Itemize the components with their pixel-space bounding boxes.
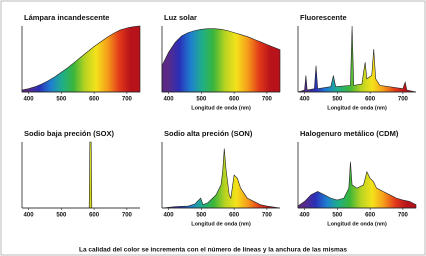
- x-tick-label: 400: [24, 213, 35, 219]
- x-tick-label: 500: [332, 97, 343, 103]
- x-tick-label: 500: [56, 97, 67, 103]
- panel-title: Sodio baja preción (SOX): [24, 129, 115, 138]
- x-tick-label: 700: [398, 213, 409, 219]
- panel-title: Halogenuro metálico (CDM): [300, 129, 399, 138]
- x-tick-label: 600: [365, 97, 376, 103]
- x-tick-label: 500: [332, 213, 343, 219]
- figure: La calidad del color se incrementa con e…: [0, 0, 426, 256]
- panel-title: Fluorescente: [300, 13, 347, 22]
- x-axis-label: Longitud de onda (nm): [191, 105, 251, 111]
- x-tick-label: 500: [196, 213, 207, 219]
- x-tick-label: 500: [196, 97, 207, 103]
- panel-title: Sodio alta preción (SON): [164, 129, 253, 138]
- x-tick-label: 600: [89, 213, 100, 219]
- x-tick-label: 600: [229, 213, 240, 219]
- panel-title: Lámpara incandescente: [24, 13, 109, 22]
- x-tick-label: 400: [24, 97, 35, 103]
- x-tick-label: 500: [56, 213, 67, 219]
- x-tick-label: 700: [262, 213, 273, 219]
- x-tick-label: 600: [229, 97, 240, 103]
- panel-title: Luz solar: [164, 13, 197, 22]
- x-tick-label: 400: [300, 213, 311, 219]
- x-tick-label: 600: [365, 213, 376, 219]
- x-tick-label: 600: [89, 97, 100, 103]
- x-tick-label: 700: [122, 97, 133, 103]
- x-tick-label: 400: [164, 213, 175, 219]
- x-tick-label: 700: [262, 97, 273, 103]
- x-tick-label: 700: [122, 213, 133, 219]
- caption: La calidad del color se incrementa con e…: [79, 247, 347, 254]
- x-axis-label: Longitud de onda (nm): [327, 105, 387, 111]
- x-tick-label: 400: [300, 97, 311, 103]
- x-axis-label: Longitud de onda (nm): [327, 221, 387, 227]
- x-tick-label: 400: [164, 97, 175, 103]
- x-axis-label: Longitud de onda (nm): [191, 221, 251, 227]
- x-tick-label: 700: [398, 97, 409, 103]
